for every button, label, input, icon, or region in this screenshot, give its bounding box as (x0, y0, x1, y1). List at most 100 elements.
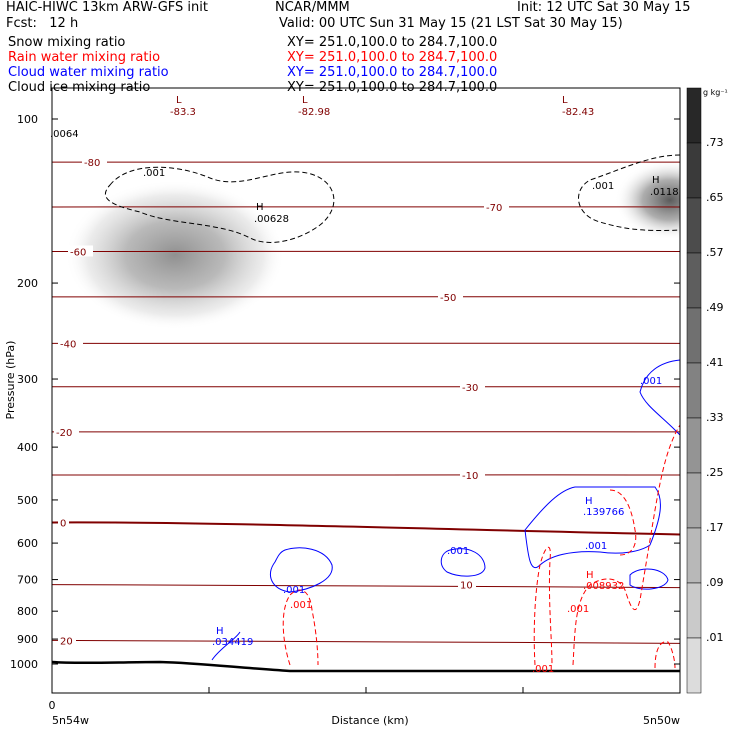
contour-label-bg (68, 245, 93, 257)
colorbar-tick-.17: .17 (706, 521, 724, 534)
low-value-2: -82.98 (298, 107, 330, 118)
colorbar-tick-.41: .41 (706, 356, 724, 369)
legend-cloudwater-name: Cloud water mixing ratio (8, 65, 169, 80)
colorbar-tick-.33: .33 (706, 411, 724, 424)
colorbar-swatch-9 (686, 582, 702, 639)
cloudwater-contour-6 (211, 631, 241, 661)
temperature-label--20: -20 (56, 428, 72, 439)
colorbar-tick-.25: .25 (706, 466, 724, 479)
high-value-snow-2: .0118 (650, 187, 679, 198)
rain-label-001-a: .001 (290, 600, 312, 611)
temperature-label-10: 10 (460, 581, 473, 592)
colorbar-swatch-0 (686, 87, 702, 144)
snow-label-001-b: .001 (592, 181, 614, 192)
temperature-label--80: -80 (84, 158, 100, 169)
rain-contour-2 (533, 547, 553, 666)
high-value-snow-1: .00628 (254, 214, 289, 225)
temperature-label--70: -70 (486, 203, 502, 214)
y-tick-label-400: 400 (17, 441, 38, 454)
rain-label-001-c: .001 (532, 664, 554, 675)
legend-rain-xy: XY= 251.0,100.0 to 284.7,100.0 (287, 50, 498, 65)
x-axis-label: Distance (km) (331, 714, 408, 727)
colorbar-swatch-6 (686, 417, 702, 474)
cloudwater-label-001-c: .001 (447, 546, 469, 557)
colorbar-swatch-2 (686, 197, 702, 254)
temperature-label--50: -50 (440, 293, 456, 304)
low-label-1: L (176, 95, 182, 106)
cloudwater-label-001-b: .001 (585, 541, 607, 552)
colorbar-swatch-7 (686, 472, 702, 529)
temperature-label-0: 0 (60, 518, 66, 529)
rain-contour-5 (654, 641, 676, 669)
valid-time: Valid: 00 UTC Sun 31 May 15 (21 LST Sat … (279, 16, 623, 31)
cloudwater-contour-2 (440, 548, 486, 577)
cloudwater-label-001-d: .001 (283, 585, 305, 596)
contour-label-bg (58, 516, 69, 528)
rain-contour-3 (572, 424, 680, 666)
other-label-0064: .0064 (50, 129, 79, 140)
forecast-hour: Fcst: 12 h (6, 16, 79, 31)
colorbar-swatch-5 (686, 362, 702, 419)
cloudwater-contour-1 (270, 547, 333, 593)
colorbar-unit: g kg⁻¹ (703, 88, 728, 97)
y-tick-label-200: 200 (17, 277, 38, 290)
low-label-3: L (562, 95, 568, 106)
high-label-cw-2: H (216, 626, 224, 637)
legend-snow-name: Snow mixing ratio (8, 35, 126, 50)
contour-label-bg (438, 290, 463, 302)
colorbar-swatch-10 (686, 637, 702, 694)
contour-label-bg (58, 634, 76, 646)
colorbar-tick-.73: .73 (706, 136, 724, 149)
y-tick-label-700: 700 (17, 574, 38, 587)
snow-label-001-a: .001 (143, 168, 165, 179)
high-label-snow-2: H (652, 175, 660, 186)
legend-rain-name: Rain water mixing ratio (8, 50, 161, 65)
colorbar-tick-.57: .57 (706, 246, 724, 259)
temperature-label--40: -40 (60, 339, 76, 350)
contour-label-bg (484, 200, 509, 212)
rain-contour-4 (609, 489, 637, 556)
y-tick-label-900: 900 (17, 633, 38, 646)
cloudwater-contour-3 (524, 486, 661, 568)
colorbar-tick-.01: .01 (706, 631, 724, 644)
low-value-1: -83.3 (170, 107, 196, 118)
contour-label-bg (460, 380, 485, 392)
x-end-label-right: 5n50w (643, 714, 680, 727)
title-left: HAIC-HIWC 13km ARW-GFS init (6, 0, 208, 15)
snow-contour-left (104, 166, 335, 243)
y-tick-label-100: 100 (17, 113, 38, 126)
cloudwater-contour-4 (629, 568, 669, 590)
contour-label-bg (58, 337, 83, 349)
colorbar-tick-.09: .09 (706, 576, 724, 589)
org-label: NCAR/MMM (275, 0, 350, 15)
contour-label-bg (54, 425, 79, 437)
y-tick-label-300: 300 (17, 373, 38, 386)
cloudwater-contour-5 (639, 359, 680, 436)
contour-label-bg (460, 469, 485, 481)
temperature-contour-20 (52, 639, 680, 644)
temperature-contour-0 (52, 521, 680, 536)
high-label-cw-1: H (585, 496, 593, 507)
colorbar-swatch-3 (686, 252, 702, 309)
high-value-rain-1: .008932 (583, 581, 624, 592)
snow-contour-right (578, 154, 680, 232)
colorbar-swatch-8 (686, 527, 702, 584)
high-label-snow-1: H (256, 202, 264, 213)
colorbar-tick-.65: .65 (706, 191, 724, 204)
rain-label-001-b: .001 (567, 604, 589, 615)
colorbar-swatch-4 (686, 307, 702, 364)
high-value-cw-1: .139766 (583, 507, 624, 518)
contour-label-bg (82, 156, 107, 168)
temperature-label--30: -30 (462, 383, 478, 394)
y-tick-label-500: 500 (17, 494, 38, 507)
low-label-2: L (302, 95, 308, 106)
x-tick-label-0: 0 (49, 699, 56, 712)
snow-shading-right (615, 160, 680, 240)
temperature-label-20: 20 (60, 636, 73, 647)
colorbar-tick-.49: .49 (706, 301, 724, 314)
cloudwater-label-001-a: .001 (640, 376, 662, 387)
y-tick-label-1000: 1000 (10, 658, 38, 671)
rain-contour-1 (282, 589, 319, 666)
terrain-line (52, 660, 680, 673)
